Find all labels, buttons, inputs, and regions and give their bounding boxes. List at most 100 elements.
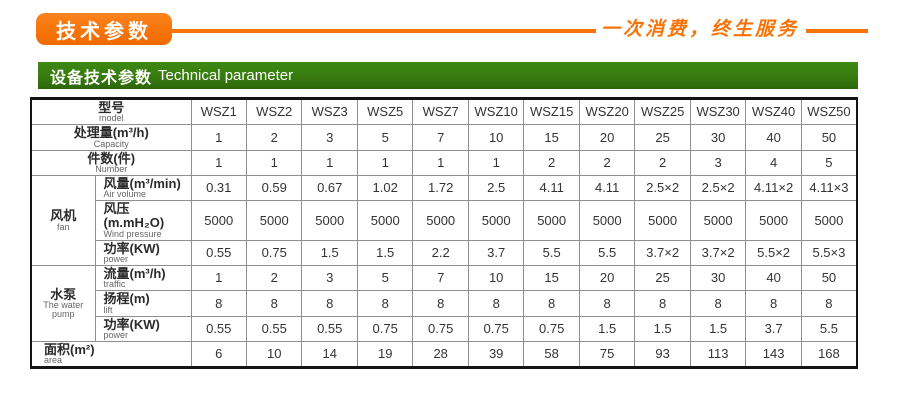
row-label: 功率(KW) power <box>94 239 192 267</box>
value-cell: 15 <box>523 265 580 292</box>
value-cell: 14 <box>301 340 358 369</box>
value-cell: 8 <box>467 290 525 317</box>
row-label-en: model <box>99 113 124 124</box>
value-cell: 1 <box>245 149 303 176</box>
value-cell: 168 <box>800 340 858 369</box>
value-cell: 6 <box>190 340 248 369</box>
value-cell: 3.7 <box>467 239 525 267</box>
row-label: 面积(m²) area <box>30 340 192 369</box>
value-cell: 7 <box>412 265 469 292</box>
value-cell: 5000 <box>523 200 580 241</box>
model-name-cell: WSZ7 <box>412 97 469 126</box>
value-cell: 1.5 <box>356 239 414 267</box>
value-cell: 5000 <box>634 200 691 241</box>
value-cell: 2.5×2 <box>689 174 747 202</box>
value-cell: 0.75 <box>245 239 303 267</box>
group-label-en: The water pump <box>43 300 84 320</box>
row-label-zh: 件数(件) <box>87 150 136 166</box>
row-label: 扬程(m) lift <box>94 290 192 317</box>
value-cell: 1 <box>190 124 248 151</box>
value-cell: 10 <box>245 340 303 369</box>
model-name-cell: WSZ25 <box>634 97 691 126</box>
group-label: 风机 fan <box>30 174 96 267</box>
value-cell: 5000 <box>578 200 636 241</box>
table-title-en: Technical parameter <box>158 67 294 84</box>
value-cell: 4.11×2 <box>745 174 802 202</box>
value-cell: 2 <box>245 265 303 292</box>
value-cell: 5.5×3 <box>800 239 858 267</box>
value-cell: 5000 <box>245 200 303 241</box>
row-label-en: Wind pressure <box>103 228 162 239</box>
row-label-en: Air volume <box>103 189 147 200</box>
table-row: 面积(m²) area 6 10 14 19 28 39 58 75 93 113 143 168 <box>30 340 858 369</box>
divider-line-right <box>806 29 868 33</box>
value-cell: 0.75 <box>467 315 525 342</box>
value-cell: 5 <box>356 124 414 151</box>
value-cell: 5000 <box>800 200 858 241</box>
group-label-en: fan <box>56 221 70 232</box>
spec-table: 型号 model WSZ1 WSZ2 WSZ3 WSZ5 WSZ7 WSZ10 WSZ15 WSZ… <box>30 97 858 370</box>
model-name-cell: WSZ20 <box>578 97 636 126</box>
value-cell: 30 <box>689 265 747 292</box>
value-cell: 5000 <box>412 200 469 241</box>
value-cell: 1 <box>301 149 358 176</box>
value-cell: 1 <box>467 149 525 176</box>
row-label-en: power <box>103 254 129 265</box>
row-label-zh: 功率(KW) <box>103 316 160 332</box>
value-cell: 0.67 <box>301 174 358 202</box>
value-cell: 143 <box>745 340 802 369</box>
value-cell: 0.55 <box>190 239 248 267</box>
table-row: 风压(m.mH₂O) Wind pressure 5000 5000 5000 5000 5… <box>31 200 858 241</box>
group-label-zh: 水泵 <box>50 286 77 302</box>
row-label: 风压(m.mH₂O) Wind pressure <box>94 200 192 241</box>
value-cell: 8 <box>689 290 747 317</box>
table-row: 功率(KW) power 0.55 0.75 1.5 1.5 2.2 3.7 5.5 5.5 3.7… <box>31 239 858 267</box>
value-cell: 5.5 <box>578 239 636 267</box>
table-row: 处理量(m³/h) Capacity 1 2 3 5 7 10 15 20 25 30 40 50 <box>30 124 858 151</box>
value-cell: 1.5 <box>301 239 358 267</box>
value-cell: 7 <box>412 124 469 151</box>
row-label-en: area <box>44 355 63 366</box>
model-name-cell: WSZ2 <box>245 97 303 126</box>
value-cell: 1 <box>190 265 248 292</box>
value-cell: 2.5×2 <box>634 174 691 202</box>
row-label-zh: 处理量(m³/h) <box>73 125 149 141</box>
value-cell: 93 <box>634 340 691 369</box>
value-cell: 5000 <box>301 200 358 241</box>
value-cell: 2.2 <box>412 239 469 267</box>
value-cell: 5000 <box>745 200 802 241</box>
value-cell: 113 <box>689 340 747 369</box>
value-cell: 8 <box>578 290 636 317</box>
value-cell: 0.55 <box>245 315 303 342</box>
section-badge: 技术参数 <box>36 13 172 45</box>
value-cell: 8 <box>356 290 414 317</box>
row-label-en: power <box>103 329 129 340</box>
row-label-en: Number <box>95 163 128 174</box>
value-cell: 5000 <box>467 200 525 241</box>
value-cell: 19 <box>356 340 414 369</box>
value-cell: 25 <box>634 124 691 151</box>
value-cell: 1.5 <box>634 315 691 342</box>
value-cell: 4 <box>745 149 802 176</box>
row-label-zh: 扬程(m) <box>103 291 150 307</box>
model-name-cell: WSZ40 <box>745 97 802 126</box>
value-cell: 25 <box>634 265 691 292</box>
value-cell: 2 <box>578 149 636 176</box>
value-cell: 5.5 <box>523 239 580 267</box>
row-label: 件数(件) Number <box>30 149 192 176</box>
value-cell: 3.7×2 <box>689 239 747 267</box>
model-name-cell: WSZ3 <box>301 97 358 126</box>
value-cell: 4.11 <box>523 174 580 202</box>
value-cell: 8 <box>245 290 303 317</box>
table-row: 风机 fan 风量(m³/min) Air volume 0.31 0.59 0.67 1.0… <box>30 174 858 267</box>
value-cell: 5.5 <box>800 315 858 342</box>
value-cell: 0.31 <box>190 174 248 202</box>
model-name-cell: WSZ5 <box>356 97 414 126</box>
row-label-zh: 风量(m³/min) <box>103 175 181 191</box>
value-cell: 1 <box>412 149 469 176</box>
value-cell: 1.02 <box>356 174 414 202</box>
value-cell: 0.75 <box>523 315 580 342</box>
value-cell: 1.5 <box>689 315 747 342</box>
value-cell: 28 <box>412 340 469 369</box>
